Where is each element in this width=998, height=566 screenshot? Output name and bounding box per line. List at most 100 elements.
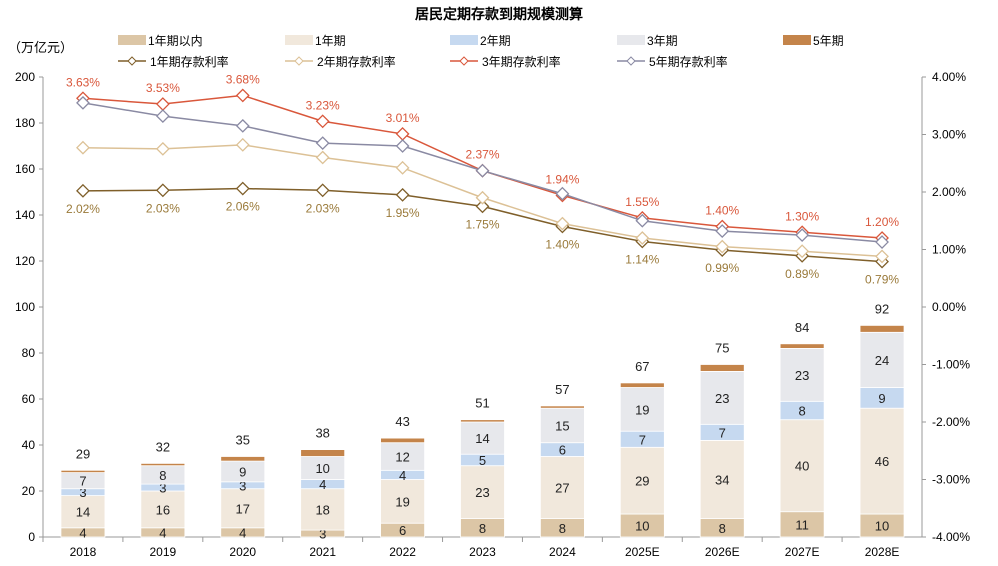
rate-marker bbox=[155, 109, 170, 124]
left-tick-label: 140 bbox=[15, 208, 35, 222]
rate-marker bbox=[235, 118, 250, 133]
left-axis-unit: （万亿元） bbox=[8, 40, 73, 55]
x-tick-label: 2020 bbox=[229, 545, 256, 559]
bar-value-label: 23 bbox=[715, 391, 729, 406]
bar-segment bbox=[859, 324, 905, 333]
bar-value-label: 12 bbox=[395, 450, 409, 465]
rate-label: 2.02% bbox=[66, 202, 100, 216]
rate-marker bbox=[155, 141, 170, 156]
bar-total-label: 84 bbox=[795, 320, 809, 335]
bar-total-label: 43 bbox=[395, 414, 409, 429]
legend-swatch bbox=[285, 35, 313, 45]
rate-marker bbox=[315, 114, 330, 129]
left-tick-label: 160 bbox=[15, 162, 35, 176]
bar-segment bbox=[619, 446, 665, 515]
rate-label: 2.06% bbox=[226, 200, 260, 214]
bar-total-label: 32 bbox=[156, 439, 170, 454]
rate-marker bbox=[635, 213, 650, 228]
bar-segment bbox=[779, 511, 825, 538]
rate-marker bbox=[715, 224, 730, 239]
right-tick-label: -1.00% bbox=[932, 358, 970, 372]
left-tick-label: 120 bbox=[15, 254, 35, 268]
rate-marker bbox=[76, 140, 90, 155]
right-tick-label: -2.00% bbox=[932, 415, 970, 429]
legend-marker bbox=[294, 56, 304, 66]
bar-value-label: 14 bbox=[76, 505, 90, 520]
bar-segment bbox=[779, 347, 825, 402]
bar-segment bbox=[460, 465, 505, 520]
rate-marker bbox=[395, 127, 410, 141]
bar-segment bbox=[779, 343, 825, 349]
legend-marker bbox=[459, 56, 469, 66]
bar-value-label: 10 bbox=[875, 519, 889, 534]
bar-segment bbox=[380, 442, 425, 471]
rate-label: 2.03% bbox=[306, 201, 340, 215]
rate-label: 1.95% bbox=[386, 206, 420, 220]
bar-segment bbox=[220, 456, 266, 462]
bar-value-label: 4 bbox=[79, 525, 86, 540]
rate-marker bbox=[395, 160, 410, 175]
left-tick-label: 100 bbox=[15, 300, 35, 314]
bar-value-label: 8 bbox=[719, 521, 726, 536]
bar-value-label: 4 bbox=[239, 525, 246, 540]
bar-value-label: 3 bbox=[159, 481, 166, 496]
rate-label: 1.30% bbox=[785, 209, 819, 223]
bar-value-label: 8 bbox=[559, 521, 566, 536]
bar-value-label: 46 bbox=[875, 454, 889, 469]
rate-marker bbox=[795, 244, 810, 259]
right-tick-label: 3.00% bbox=[932, 128, 966, 142]
rate-marker bbox=[76, 183, 90, 198]
left-tick-label: 60 bbox=[22, 392, 36, 406]
rate-label: 1.55% bbox=[625, 195, 659, 209]
right-tick-label: -4.00% bbox=[932, 530, 970, 544]
bar-value-label: 19 bbox=[635, 402, 649, 417]
legend-label: 1年期 bbox=[315, 34, 346, 48]
left-tick-label: 40 bbox=[22, 438, 36, 452]
x-tick-label: 2021 bbox=[309, 545, 336, 559]
bar-segment bbox=[859, 407, 905, 515]
right-tick-label: 1.00% bbox=[932, 243, 966, 257]
bar-value-label: 9 bbox=[878, 391, 885, 406]
rate-marker bbox=[235, 88, 250, 103]
rate-label: 3.01% bbox=[386, 111, 420, 125]
bar-segment bbox=[220, 488, 266, 529]
rate-marker bbox=[235, 137, 250, 152]
left-tick-label: 0 bbox=[28, 530, 35, 544]
rate-marker bbox=[875, 249, 889, 264]
left-tick-label: 80 bbox=[22, 346, 36, 360]
legend-label: 2年期存款利率 bbox=[317, 54, 396, 69]
bar-value-label: 3 bbox=[79, 485, 86, 500]
rate-label: 1.94% bbox=[545, 172, 579, 186]
bar-value-label: 23 bbox=[475, 485, 489, 500]
rate-label: 3.53% bbox=[146, 81, 180, 95]
rate-marker bbox=[395, 187, 410, 202]
bar-value-label: 7 bbox=[79, 474, 86, 489]
bar-segment bbox=[699, 370, 745, 425]
bar-segment bbox=[460, 419, 505, 423]
bar-segment bbox=[540, 405, 585, 409]
rate-label: 0.89% bbox=[785, 267, 819, 281]
bar-segment bbox=[300, 488, 346, 531]
x-tick-label: 2024 bbox=[549, 545, 576, 559]
rate-marker bbox=[555, 186, 570, 201]
rate-marker bbox=[795, 228, 810, 243]
legend-label: 3年期存款利率 bbox=[482, 54, 561, 69]
bar-value-label: 6 bbox=[399, 523, 406, 538]
bar-value-label: 4 bbox=[319, 477, 326, 492]
bar-value-label: 17 bbox=[236, 501, 250, 516]
bar-segment bbox=[619, 387, 665, 432]
bar-value-label: 16 bbox=[156, 502, 170, 517]
rate-marker bbox=[315, 136, 330, 151]
legend-marker bbox=[626, 56, 636, 66]
right-tick-label: -3.00% bbox=[932, 473, 970, 487]
rate-marker bbox=[475, 190, 490, 205]
bar-value-label: 8 bbox=[479, 521, 486, 536]
rate-label: 1.75% bbox=[465, 217, 499, 231]
bar-value-label: 3 bbox=[239, 478, 246, 493]
bar-segment bbox=[859, 331, 905, 388]
bar-value-label: 4 bbox=[399, 468, 406, 483]
rate-marker bbox=[635, 231, 650, 245]
bar-value-label: 19 bbox=[395, 494, 409, 509]
bar-value-label: 3 bbox=[319, 527, 326, 542]
x-tick-label: 2025E bbox=[625, 545, 660, 559]
